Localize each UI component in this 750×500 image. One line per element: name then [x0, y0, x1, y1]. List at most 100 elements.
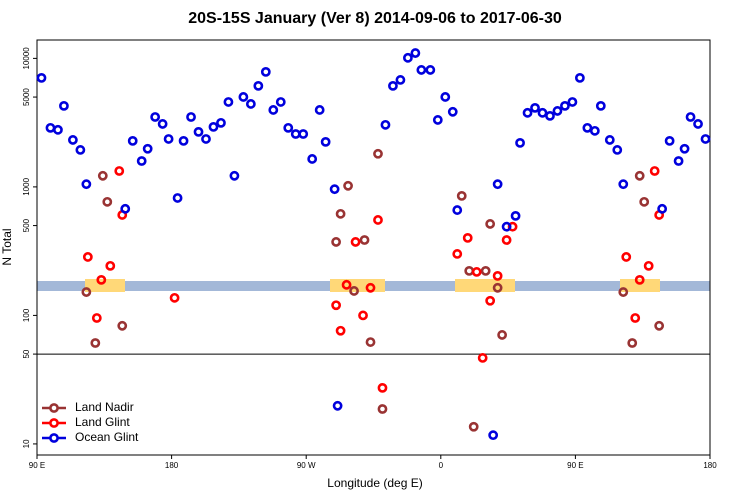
land-band: [85, 279, 125, 292]
point: [96, 274, 107, 285]
plot-frame: [36, 39, 711, 456]
point: [639, 196, 650, 207]
point: [492, 282, 503, 293]
point: [664, 135, 675, 146]
point: [634, 274, 645, 285]
chart-title: 20S-15S January (Ver 8) 2014-09-06 to 20…: [188, 10, 562, 27]
point: [59, 100, 69, 111]
point: [488, 430, 499, 441]
point: [595, 100, 606, 111]
point: [350, 237, 361, 247]
point: [343, 180, 353, 191]
y-tick-label: 10000: [22, 47, 31, 70]
point: [229, 170, 240, 181]
y-tick-label: 10: [22, 439, 31, 448]
point: [81, 287, 92, 297]
point: [685, 112, 696, 122]
legend-marker: [49, 418, 59, 428]
point: [120, 203, 131, 214]
point: [186, 112, 196, 122]
legend-label: Ocean Glint: [75, 430, 139, 444]
point: [365, 282, 376, 293]
point: [91, 313, 102, 323]
y-tick-label: 500: [22, 218, 31, 232]
point: [114, 166, 125, 176]
point: [700, 134, 711, 144]
point: [178, 135, 189, 146]
point: [290, 129, 301, 139]
point: [275, 97, 286, 107]
point: [654, 320, 665, 331]
point: [627, 338, 638, 348]
point: [298, 129, 309, 139]
point: [268, 105, 279, 115]
point: [492, 270, 503, 281]
legend-marker: [49, 403, 59, 413]
point: [320, 136, 331, 147]
point: [604, 135, 615, 145]
point: [545, 110, 555, 121]
point: [117, 320, 128, 331]
point: [574, 72, 585, 83]
point: [81, 179, 92, 190]
point: [582, 122, 593, 133]
point: [618, 179, 629, 190]
point: [377, 404, 388, 414]
point: [485, 219, 496, 229]
point: [522, 107, 533, 118]
point: [67, 135, 78, 145]
point: [193, 126, 204, 137]
point: [679, 143, 690, 154]
point: [102, 196, 113, 207]
point: [127, 135, 138, 146]
point: [497, 330, 508, 340]
point: [410, 48, 421, 58]
y-tick-label: 50: [22, 349, 31, 358]
point: [402, 52, 413, 63]
point: [150, 112, 161, 122]
point: [314, 105, 325, 115]
point: [621, 252, 632, 262]
legend-label: Land Glint: [75, 415, 130, 429]
point: [283, 122, 294, 133]
point: [341, 279, 352, 290]
point: [492, 179, 503, 190]
point: [537, 107, 548, 118]
point: [238, 92, 249, 102]
point: [245, 99, 256, 109]
point: [358, 310, 368, 321]
point: [634, 170, 645, 181]
point: [208, 121, 219, 132]
point: [359, 235, 370, 245]
point: [377, 382, 388, 393]
point: [416, 65, 427, 75]
point: [395, 75, 406, 85]
point: [447, 106, 458, 117]
point: [45, 122, 56, 133]
point: [530, 102, 540, 113]
x-tick-label: 180: [165, 461, 179, 470]
x-tick-label: 90 W: [297, 461, 316, 470]
point: [567, 97, 578, 107]
point: [693, 119, 703, 129]
point: [335, 208, 346, 219]
point: [365, 337, 376, 347]
x-axis-label: Longitude (deg E): [327, 476, 422, 490]
point: [425, 65, 436, 75]
legend-label: Land Nadir: [75, 400, 134, 414]
point: [90, 338, 101, 348]
x-tick-label: 180: [703, 461, 717, 470]
point: [501, 235, 512, 245]
point: [75, 145, 86, 155]
point: [335, 325, 346, 336]
point: [373, 215, 383, 225]
y-tick-label: 5000: [22, 88, 31, 106]
point: [456, 190, 467, 201]
point: [332, 400, 343, 411]
land-band: [455, 279, 515, 292]
x-tick-label: 0: [439, 461, 444, 470]
y-axis-label: N Total: [0, 228, 14, 265]
point: [560, 100, 570, 111]
